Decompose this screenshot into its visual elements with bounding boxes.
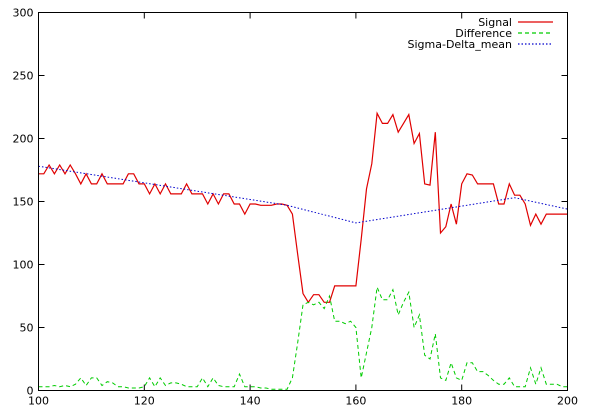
legend-label: Signal [478,16,512,29]
x-tick-label: 140 [240,395,261,408]
series-layer [38,111,568,390]
y-tick-label: 300 [13,7,34,20]
y-tick-label: 50 [20,322,34,335]
y-tick-label: 150 [13,196,34,209]
y-tick-label: 250 [13,70,34,83]
x-tick-label: 200 [557,395,578,408]
series-sigma-delta-mean-line [38,165,568,224]
x-tick-label: 100 [28,395,49,408]
x-tick-label: 160 [345,395,366,408]
y-tick-label: 0 [27,385,34,398]
x-tick-label: 180 [451,395,472,408]
plot-frame [38,12,568,391]
y-tick-label: 200 [13,133,34,146]
series-signal-line [38,111,568,304]
legend-label: Sigma-Delta_mean [408,38,513,51]
x-tick-label: 120 [134,395,155,408]
y-tick-label: 100 [13,259,34,272]
axis-ticks: 0 50 100 150 200 250 300 100 120 140 160 180 200 [13,7,579,408]
series-difference-line [38,285,568,390]
legend-label: Difference [455,27,512,40]
